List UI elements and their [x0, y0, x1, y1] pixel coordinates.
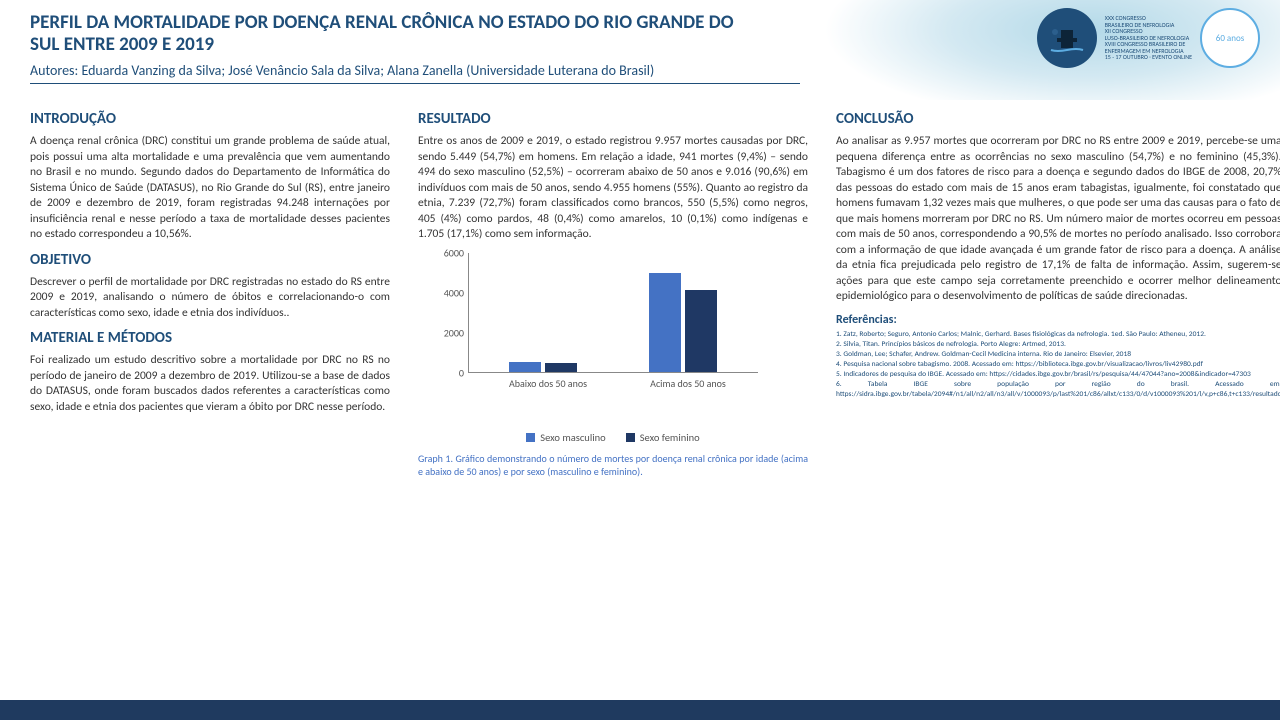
chart-caption: Graph 1. Gráfico demonstrando o número d…: [418, 452, 808, 478]
footer-bar: [0, 700, 1280, 720]
bar: [509, 362, 541, 372]
bar: [649, 273, 681, 372]
congress-logo-icon: [1037, 8, 1097, 68]
objective-body: Descrever o perfil de mortalidade por DR…: [30, 275, 390, 322]
bar-chart: 0200040006000Abaixo dos 50 anosAcima dos…: [428, 253, 768, 403]
results-body: Entre os anos de 2009 e 2019, o estado r…: [418, 134, 808, 243]
references-body: 1. Zatz, Roberto; Seguro, Antonio Carlos…: [836, 330, 1280, 401]
conclusion-body: Ao analisar as 9.957 mortes que ocorrera…: [836, 134, 1280, 305]
bar-group: [509, 362, 577, 372]
legend-label: Sexo feminino: [640, 431, 700, 444]
legend-item: Sexo masculino: [526, 431, 605, 444]
poster-authors: Autores: Eduarda Vanzing da Silva; José …: [30, 62, 800, 84]
xlabel: Abaixo dos 50 anos: [488, 377, 608, 390]
society-logo-icon: 60 anos: [1200, 8, 1260, 68]
bar: [545, 363, 577, 372]
ytick-label: 4000: [428, 286, 464, 299]
references-heading: Referências:: [836, 313, 1280, 327]
methods-body: Foi realizado um estudo descritivo sobre…: [30, 353, 390, 415]
legend-item: Sexo feminino: [626, 431, 700, 444]
ytick-label: 2000: [428, 326, 464, 339]
poster-header: PERFIL DA MORTALIDADE POR DOENÇA RENAL C…: [0, 0, 1280, 100]
intro-heading: INTRODUÇÃO: [30, 110, 390, 128]
logo-group: XXX CONGRESSO BRASILEIRO DE NEFROLOGIA X…: [1037, 8, 1260, 68]
ytick-label: 0: [428, 366, 464, 379]
intro-body: A doença renal crônica (DRC) constitui u…: [30, 134, 390, 243]
column-middle: RESULTADO Entre os anos de 2009 e 2019, …: [418, 110, 808, 478]
xlabel: Acima dos 50 anos: [628, 377, 748, 390]
column-left: INTRODUÇÃO A doença renal crônica (DRC) …: [30, 110, 390, 478]
bar-group: [649, 273, 717, 372]
chart-container: 0200040006000Abaixo dos 50 anosAcima dos…: [418, 253, 808, 444]
legend-label: Sexo masculino: [540, 431, 605, 444]
methods-heading: MATERIAL E MÉTODOS: [30, 329, 390, 347]
column-right: CONCLUSÃO Ao analisar as 9.957 mortes qu…: [836, 110, 1280, 478]
congress-text: XXX CONGRESSO BRASILEIRO DE NEFROLOGIA X…: [1105, 15, 1192, 61]
bar: [685, 290, 717, 371]
objective-heading: OBJETIVO: [30, 251, 390, 269]
legend-swatch: [526, 433, 535, 442]
ytick-label: 6000: [428, 246, 464, 259]
chart-legend: Sexo masculino Sexo feminino: [418, 431, 808, 444]
results-heading: RESULTADO: [418, 110, 808, 128]
conclusion-heading: CONCLUSÃO: [836, 110, 1280, 128]
content-columns: INTRODUÇÃO A doença renal crônica (DRC) …: [0, 100, 1280, 478]
legend-swatch: [626, 433, 635, 442]
poster-title: PERFIL DA MORTALIDADE POR DOENÇA RENAL C…: [30, 12, 750, 56]
